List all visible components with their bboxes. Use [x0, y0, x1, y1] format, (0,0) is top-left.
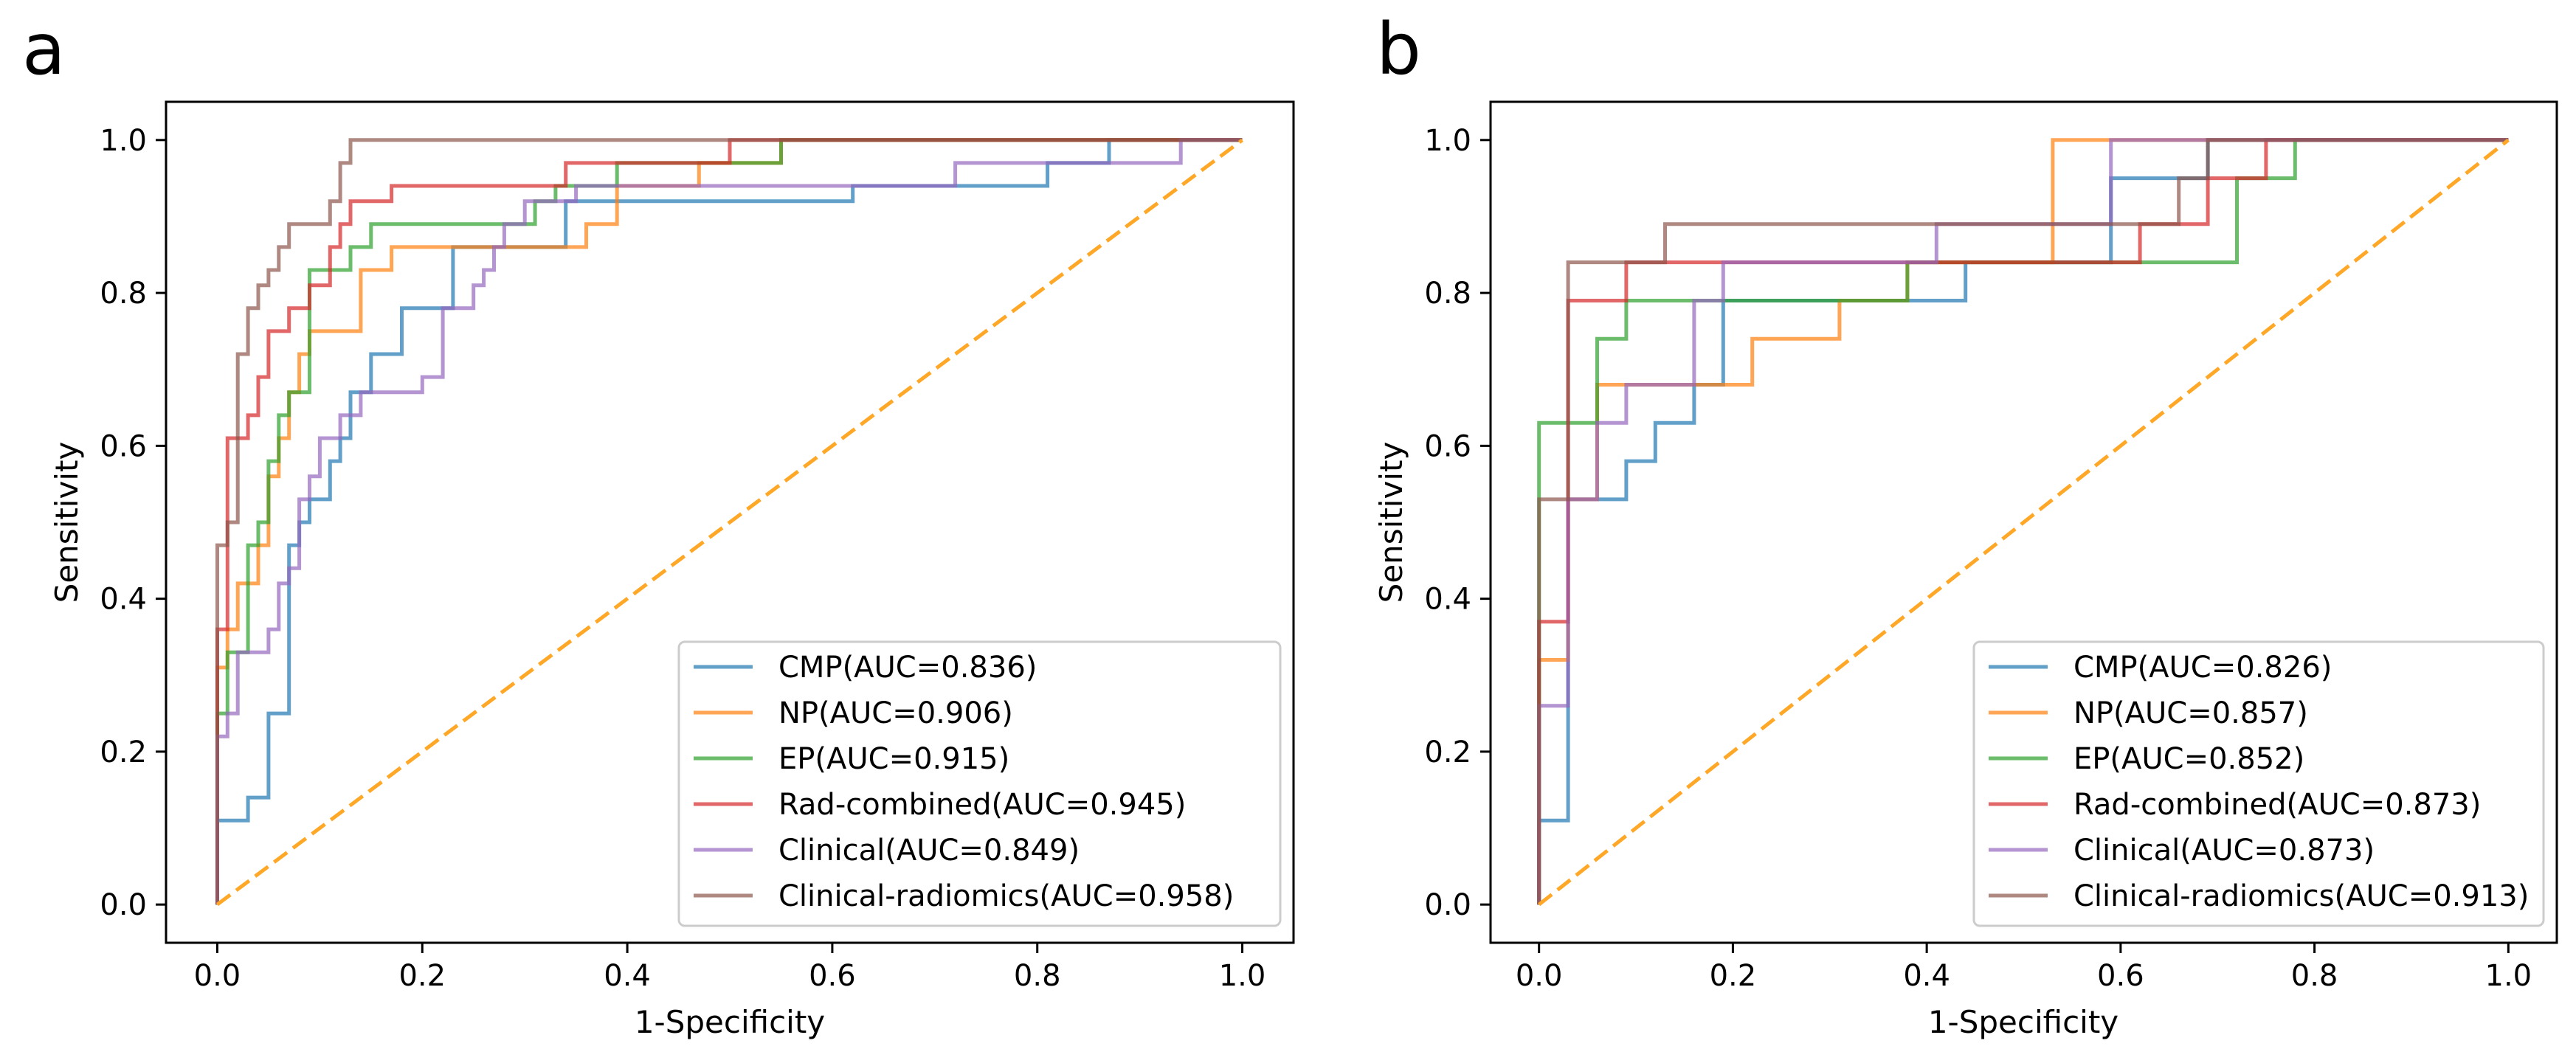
panel-b-axes-frame [1489, 100, 2558, 944]
y-tick-label: 0.4 [1424, 583, 1471, 617]
x-tick-label: 1.0 [2485, 959, 2532, 993]
x-tick-label: 0.4 [1903, 959, 1950, 993]
legend-entry-label: Clinical(AUC=0.873) [2073, 834, 2375, 868]
roc-curve-clinical [215, 138, 1243, 905]
legend-entry-label: Rad-combined(AUC=0.873) [2073, 788, 2481, 822]
legend-entry-label: CMP(AUC=0.836) [778, 651, 1037, 685]
legend-entry-label: CMP(AUC=0.826) [2073, 651, 2332, 685]
x-tick-label: 1.0 [1219, 959, 1266, 993]
chance-diagonal-line [215, 138, 1244, 907]
panel-b-letter: b [1376, 8, 1421, 91]
roc-curve-clinical-radiomics [215, 138, 1243, 905]
legend-entry-label: Clinical(AUC=0.849) [778, 834, 1080, 868]
x-tick-label: 0.6 [809, 959, 856, 993]
panel-b-legend: CMP(AUC=0.826) NP(AUC=0.857) EP(AUC=0.852)… [1972, 640, 2545, 927]
y-tick-label: 1.0 [100, 124, 147, 158]
panel-b-y-axis-label: Sensitivity [1373, 442, 1409, 603]
x-tick-label: 0.8 [2291, 959, 2338, 993]
x-tick-label: 0.2 [1710, 959, 1757, 993]
panel-a-curves [215, 138, 1244, 907]
panel-a-y-axis-label: Sensitivity [49, 442, 85, 603]
legend-box [677, 640, 1282, 927]
panel-a-legend: CMP(AUC=0.836) NP(AUC=0.906) EP(AUC=0.915)… [677, 640, 1282, 927]
y-tick-label: 0.0 [100, 888, 147, 922]
legend-entry-label: EP(AUC=0.852) [2073, 742, 2304, 776]
legend-entry-label: Clinical-radiomics(AUC=0.958) [778, 879, 1234, 913]
panel-a: a 0.0 0.2 0.4 0.6 0.8 1.0 0.0 0.2 0.4 0.6 0.8 1.0 1… [22, 8, 1295, 1040]
roc-curve-rad-combined [215, 138, 1243, 905]
x-tick-label: 0.0 [194, 959, 241, 993]
x-tick-label: 0.8 [1014, 959, 1061, 993]
panel-a-axes-frame [165, 100, 1295, 944]
panel-b-curves [1537, 138, 2510, 907]
roc-curve-clinical-radiomics [1537, 138, 2509, 905]
legend-entry-label: EP(AUC=0.915) [778, 742, 1009, 776]
y-tick-label: 0.2 [1424, 735, 1471, 769]
y-tick-label: 0.8 [1424, 277, 1471, 311]
panel-a-letter: a [22, 8, 66, 91]
panel-b: b 0.0 0.2 0.4 0.6 0.8 1.0 0.0 0.2 0.4 0.6 0.8 1.0 1… [1373, 8, 2558, 1040]
legend-entry-label: NP(AUC=0.906) [778, 696, 1013, 730]
panel-a-x-axis-label: 1-Specificity [635, 1004, 825, 1040]
panel-b-ticks: 0.0 0.2 0.4 0.6 0.8 1.0 0.0 0.2 0.4 0.6 0.8 1.0 [1424, 124, 2532, 993]
y-tick-label: 0.8 [100, 277, 147, 311]
x-tick-label: 0.2 [398, 959, 446, 993]
roc-curve-ep [1537, 138, 2509, 905]
roc-curve-np [215, 138, 1243, 905]
legend-entry-label: NP(AUC=0.857) [2073, 696, 2308, 730]
y-tick-label: 1.0 [1424, 124, 1471, 158]
x-tick-label: 0.4 [604, 959, 651, 993]
y-tick-label: 0.4 [100, 583, 147, 617]
y-tick-label: 0.6 [100, 429, 147, 463]
y-tick-label: 0.0 [1424, 888, 1471, 922]
legend-entry-label: Clinical-radiomics(AUC=0.913) [2073, 879, 2529, 913]
y-tick-label: 0.6 [1424, 429, 1471, 463]
x-tick-label: 0.6 [2097, 959, 2144, 993]
chance-diagonal-line [1538, 138, 2510, 907]
legend-entry-label: Rad-combined(AUC=0.945) [778, 788, 1186, 822]
legend-box [1972, 640, 2545, 927]
x-tick-label: 0.0 [1516, 959, 1563, 993]
panel-a-ticks: 0.0 0.2 0.4 0.6 0.8 1.0 0.0 0.2 0.4 0.6 0.8 1.0 [100, 124, 1265, 993]
y-tick-label: 0.2 [100, 735, 147, 769]
panel-b-x-axis-label: 1-Specificity [1928, 1004, 2119, 1040]
